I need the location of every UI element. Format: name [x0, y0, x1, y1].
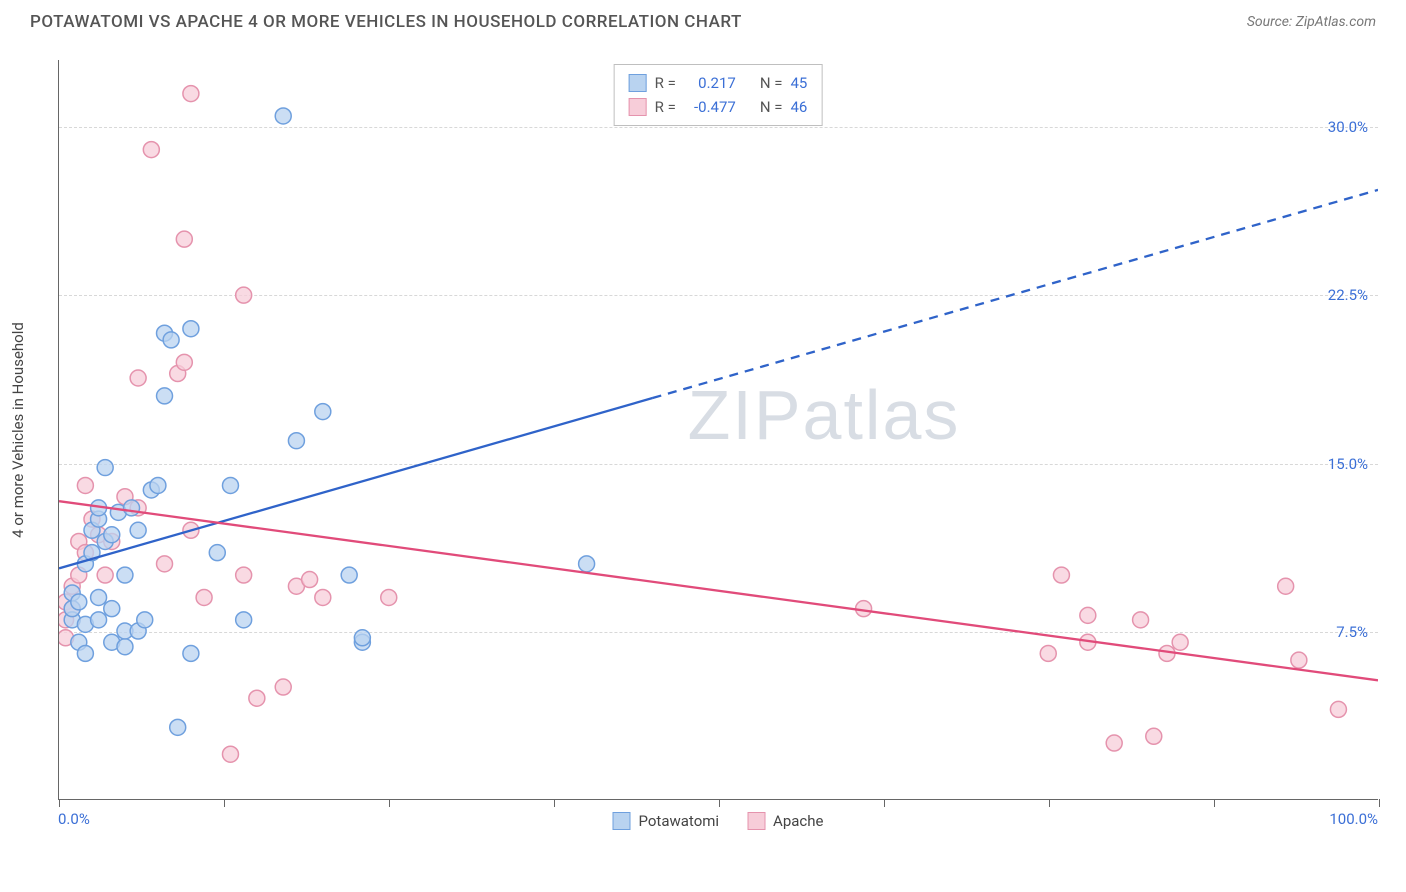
scatter-point	[236, 287, 252, 303]
scatter-point	[124, 500, 140, 516]
scatter-point	[130, 370, 146, 386]
scatter-point	[1106, 735, 1122, 751]
scatter-point	[130, 522, 146, 538]
scatter-point	[143, 142, 159, 158]
scatter-point	[1080, 607, 1096, 623]
legend-label: Apache	[773, 812, 823, 830]
scatter-point	[183, 321, 199, 337]
scatter-point	[117, 639, 133, 655]
scatter-point	[77, 477, 93, 493]
scatter-point	[275, 679, 291, 695]
x-tick	[1379, 799, 1380, 807]
scatter-point	[341, 567, 357, 583]
scatter-point	[104, 527, 120, 543]
scatter-point	[1040, 645, 1056, 661]
n-value: 45	[790, 71, 807, 95]
scatter-point	[236, 612, 252, 628]
legend-stats-row: R = -0.477 N = 46	[629, 95, 808, 119]
x-tick	[59, 799, 60, 807]
x-axis-label-min: 0.0%	[58, 810, 90, 828]
scatter-point	[381, 589, 397, 605]
r-value: 0.217	[684, 71, 736, 95]
scatter-point	[163, 332, 179, 348]
legend-swatch	[747, 812, 765, 830]
scatter-point	[249, 690, 265, 706]
n-value: 46	[790, 95, 807, 119]
scatter-point	[196, 589, 212, 605]
scatter-point	[288, 433, 304, 449]
scatter-point	[183, 86, 199, 102]
scatter-point	[275, 108, 291, 124]
legend-stats-row: R = 0.217 N = 45	[629, 71, 808, 95]
scatter-point	[579, 556, 595, 572]
y-axis-title: 4 or more Vehicles in Household	[9, 322, 27, 538]
scatter-point	[150, 477, 166, 493]
n-label: N =	[760, 95, 783, 119]
r-label: R =	[655, 95, 676, 119]
scatter-point	[97, 567, 113, 583]
scatter-point	[1330, 701, 1346, 717]
scatter-point	[222, 746, 238, 762]
scatter-point	[209, 545, 225, 561]
legend-label: Potawatomi	[639, 812, 720, 830]
scatter-point	[302, 572, 318, 588]
x-tick	[1049, 799, 1050, 807]
scatter-point	[183, 645, 199, 661]
n-label: N =	[760, 71, 783, 95]
x-tick	[389, 799, 390, 807]
x-tick	[554, 799, 555, 807]
title-bar: POTAWATOMI VS APACHE 4 OR MORE VEHICLES …	[0, 0, 1406, 40]
scatter-point	[176, 231, 192, 247]
chart-title: POTAWATOMI VS APACHE 4 OR MORE VEHICLES …	[30, 12, 742, 32]
r-label: R =	[655, 71, 676, 95]
scatter-point	[157, 388, 173, 404]
plot-area: ZIPatlas 7.5%15.0%22.5%30.0%	[58, 60, 1378, 800]
scatter-point	[137, 612, 153, 628]
x-axis-label-max: 100.0%	[1329, 810, 1378, 828]
scatter-point	[236, 567, 252, 583]
scatter-point	[104, 601, 120, 617]
scatter-point	[222, 477, 238, 493]
scatter-point	[91, 612, 107, 628]
x-tick	[1214, 799, 1215, 807]
scatter-point	[354, 630, 370, 646]
legend-swatch	[629, 74, 647, 92]
scatter-point	[91, 589, 107, 605]
scatter-point	[97, 460, 113, 476]
scatter-point	[1278, 578, 1294, 594]
scatter-point	[176, 354, 192, 370]
scatter-point	[71, 594, 87, 610]
r-value: -0.477	[684, 95, 736, 119]
legend-item: Potawatomi	[613, 812, 720, 830]
scatter-point	[170, 719, 186, 735]
scatter-point	[157, 556, 173, 572]
regression-line	[59, 501, 1378, 680]
scatter-point	[1053, 567, 1069, 583]
scatter-point	[1146, 728, 1162, 744]
scatter-point	[77, 645, 93, 661]
legend-swatch	[629, 98, 647, 116]
legend-item: Apache	[747, 812, 823, 830]
scatter-point	[1133, 612, 1149, 628]
scatter-point	[117, 567, 133, 583]
legend-stats-box: R = 0.217 N = 45 R = -0.477 N = 46	[614, 64, 823, 126]
chart-svg	[59, 60, 1378, 799]
legend-swatch	[613, 812, 631, 830]
source-attribution: Source: ZipAtlas.com	[1247, 14, 1376, 30]
x-tick	[224, 799, 225, 807]
x-tick	[719, 799, 720, 807]
scatter-point	[315, 589, 331, 605]
scatter-point	[315, 404, 331, 420]
x-tick	[884, 799, 885, 807]
scatter-point	[1172, 634, 1188, 650]
regression-line-extrapolated	[653, 190, 1378, 398]
scatter-point	[1291, 652, 1307, 668]
legend-bottom: Potawatomi Apache	[613, 812, 824, 830]
plot-container: 4 or more Vehicles in Household ZIPatlas…	[58, 60, 1378, 800]
